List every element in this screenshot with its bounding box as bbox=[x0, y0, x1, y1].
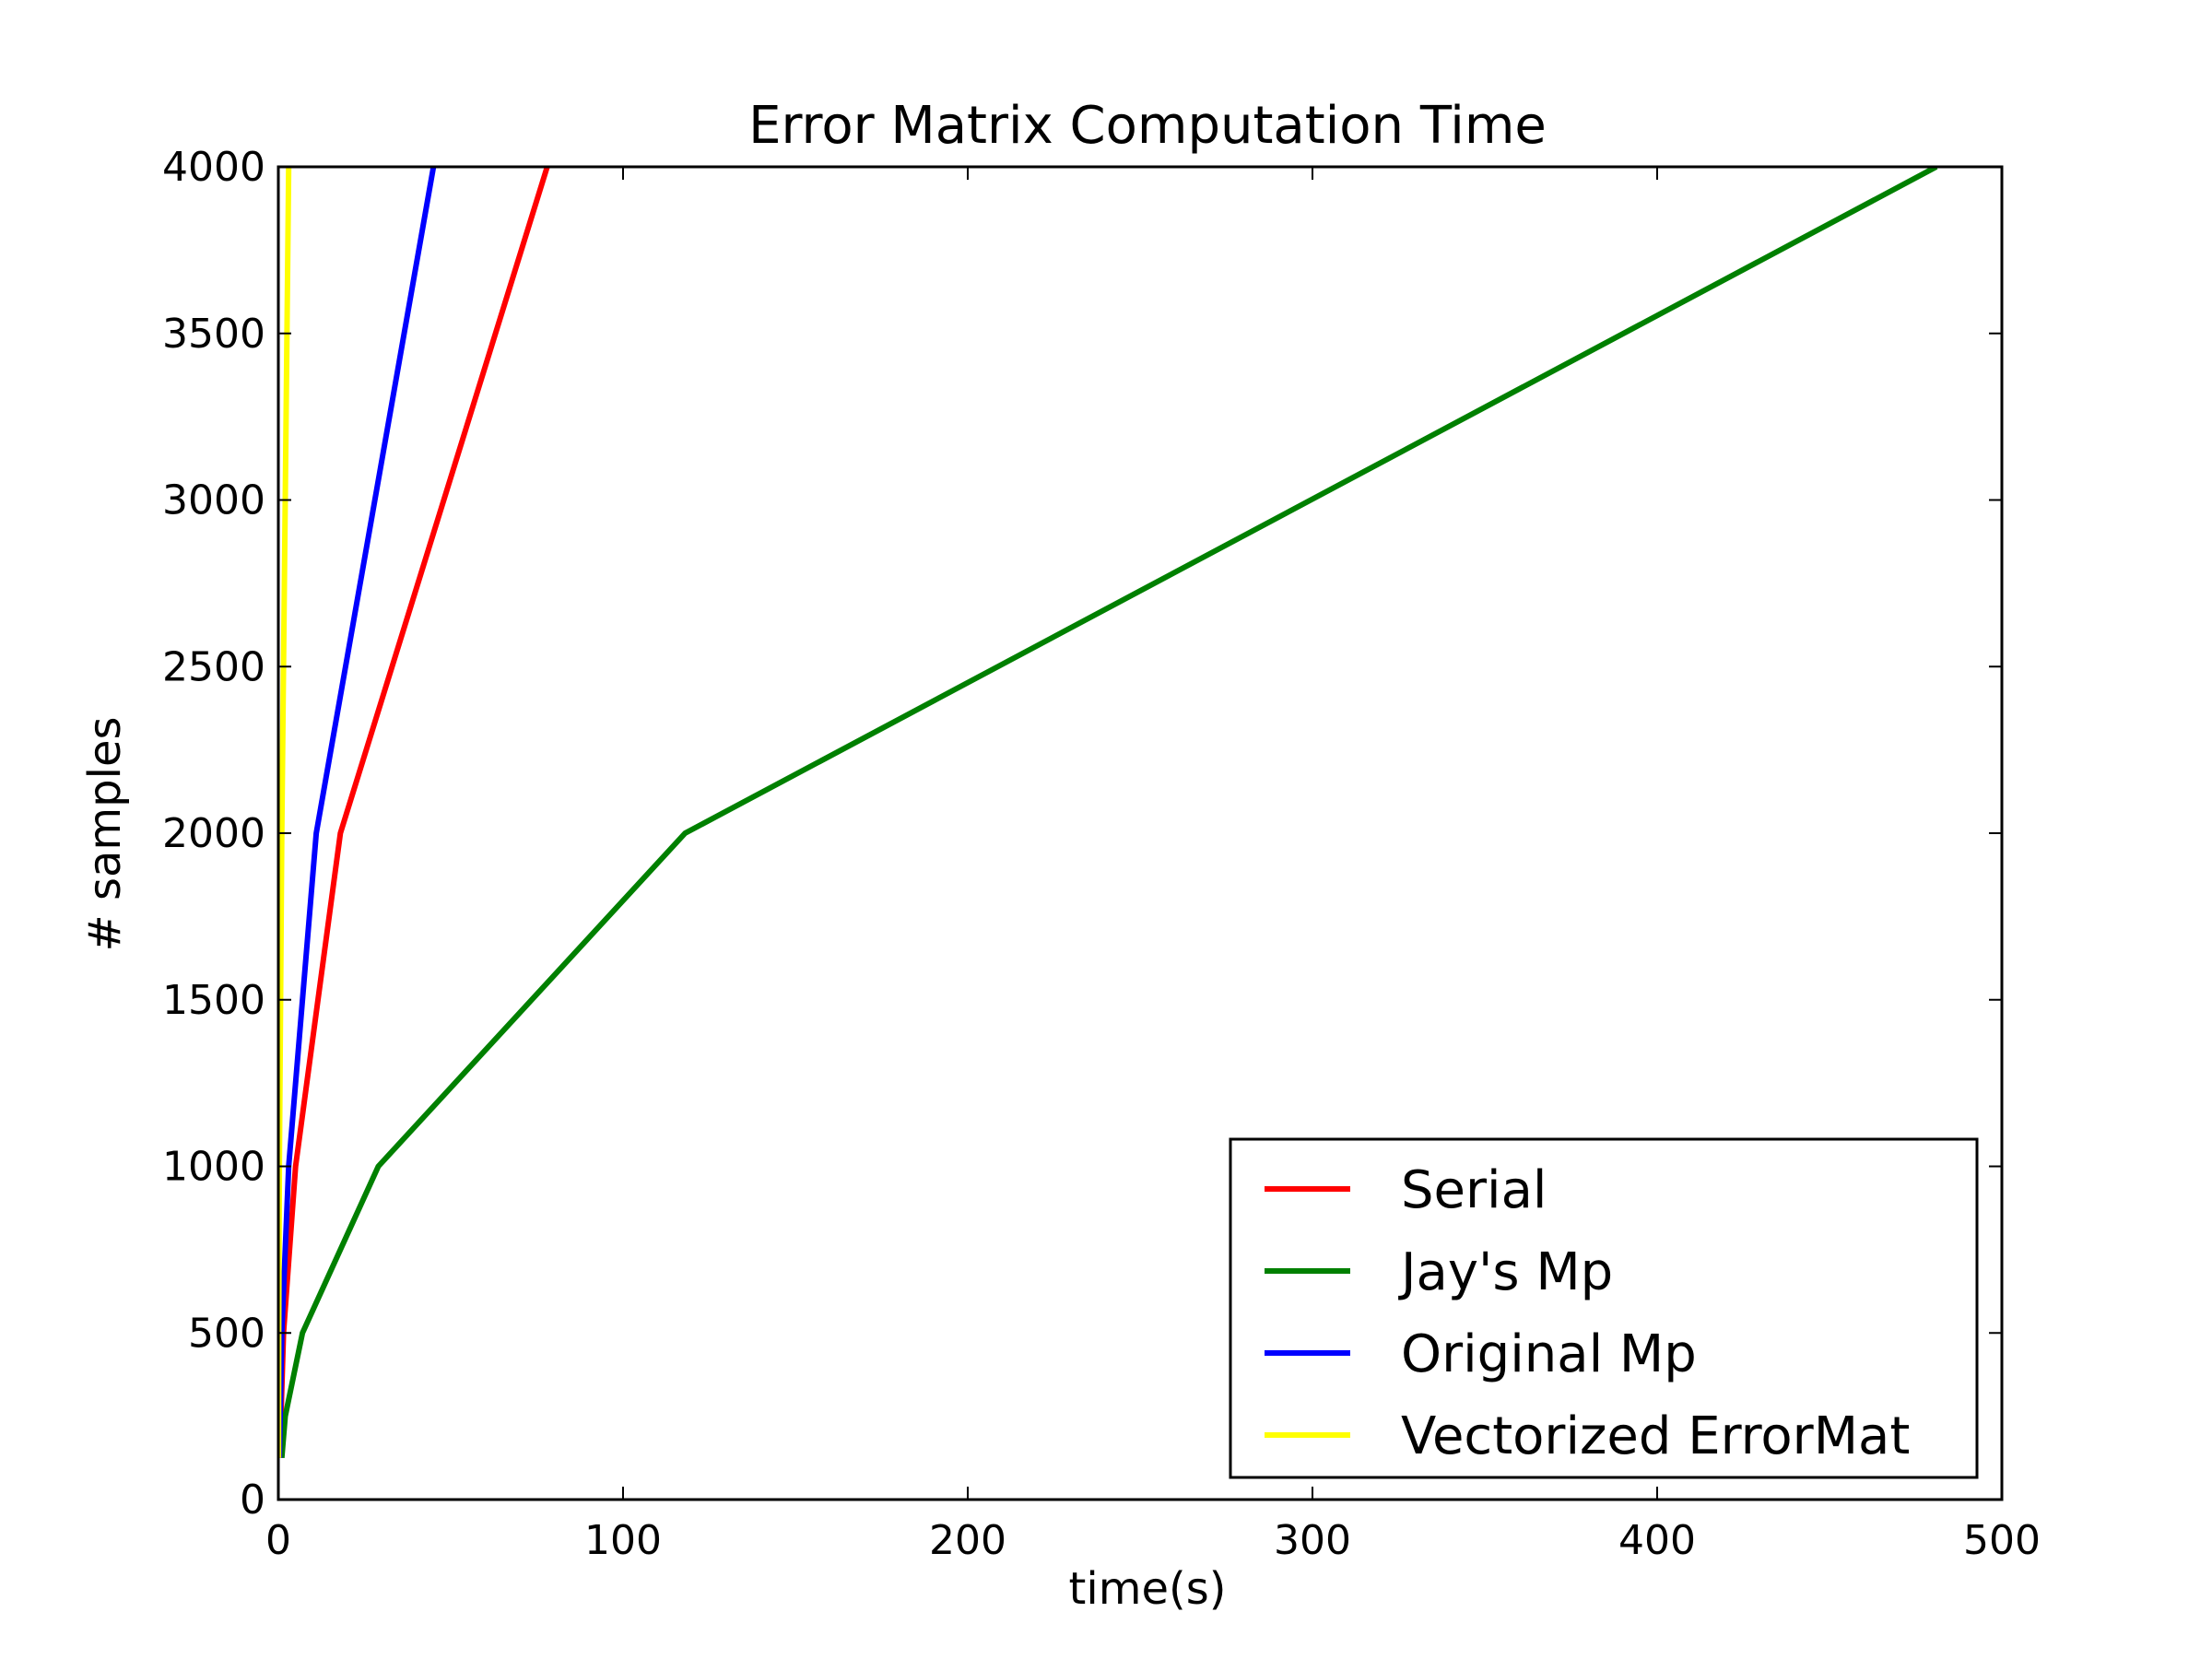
chart-title: Error Matrix Computation Time bbox=[748, 96, 1547, 156]
y-tick-label-0: 0 bbox=[240, 1477, 265, 1524]
x-tick-label-0: 0 bbox=[265, 1517, 291, 1564]
y-tick-label-3: 1500 bbox=[162, 977, 265, 1024]
x-axis-label: time(s) bbox=[1069, 1563, 1227, 1615]
x-tick-label-5: 500 bbox=[1963, 1517, 2041, 1564]
legend-label-2: Original Mp bbox=[1401, 1324, 1697, 1384]
legend-box bbox=[1229, 1137, 1979, 1479]
y-tick-label-8: 4000 bbox=[162, 144, 265, 191]
plot-area: 0 100 200 300 400 500 0 500 1000 1500 2000 2500 3000… bbox=[162, 144, 2041, 1564]
y-tick-label-5: 2500 bbox=[162, 643, 265, 690]
y-tick-label-1: 500 bbox=[188, 1310, 265, 1357]
legend-label-1: Jay's Mp bbox=[1398, 1242, 1613, 1302]
x-tick-label-1: 100 bbox=[584, 1517, 662, 1564]
y-tick-label-7: 3500 bbox=[162, 311, 265, 358]
y-tick-label-2: 1000 bbox=[162, 1144, 265, 1191]
series-line-1 bbox=[278, 167, 1938, 1459]
legend-label-3: Vectorized ErrorMat bbox=[1401, 1406, 1910, 1466]
series-line-2 bbox=[278, 167, 437, 1458]
x-tick-label-3: 300 bbox=[1274, 1517, 1351, 1564]
y-tick-label-6: 3000 bbox=[162, 477, 265, 524]
legend: Serial Jay's Mp Original Mp Vectorized Erro… bbox=[1229, 1137, 1979, 1479]
x-tick-label-4: 400 bbox=[1618, 1517, 1696, 1564]
y-axis-label: # samples bbox=[79, 717, 131, 952]
y-tick-label-4: 2000 bbox=[162, 810, 265, 857]
legend-label-0: Serial bbox=[1401, 1160, 1547, 1220]
x-tick-label-2: 200 bbox=[929, 1517, 1006, 1564]
